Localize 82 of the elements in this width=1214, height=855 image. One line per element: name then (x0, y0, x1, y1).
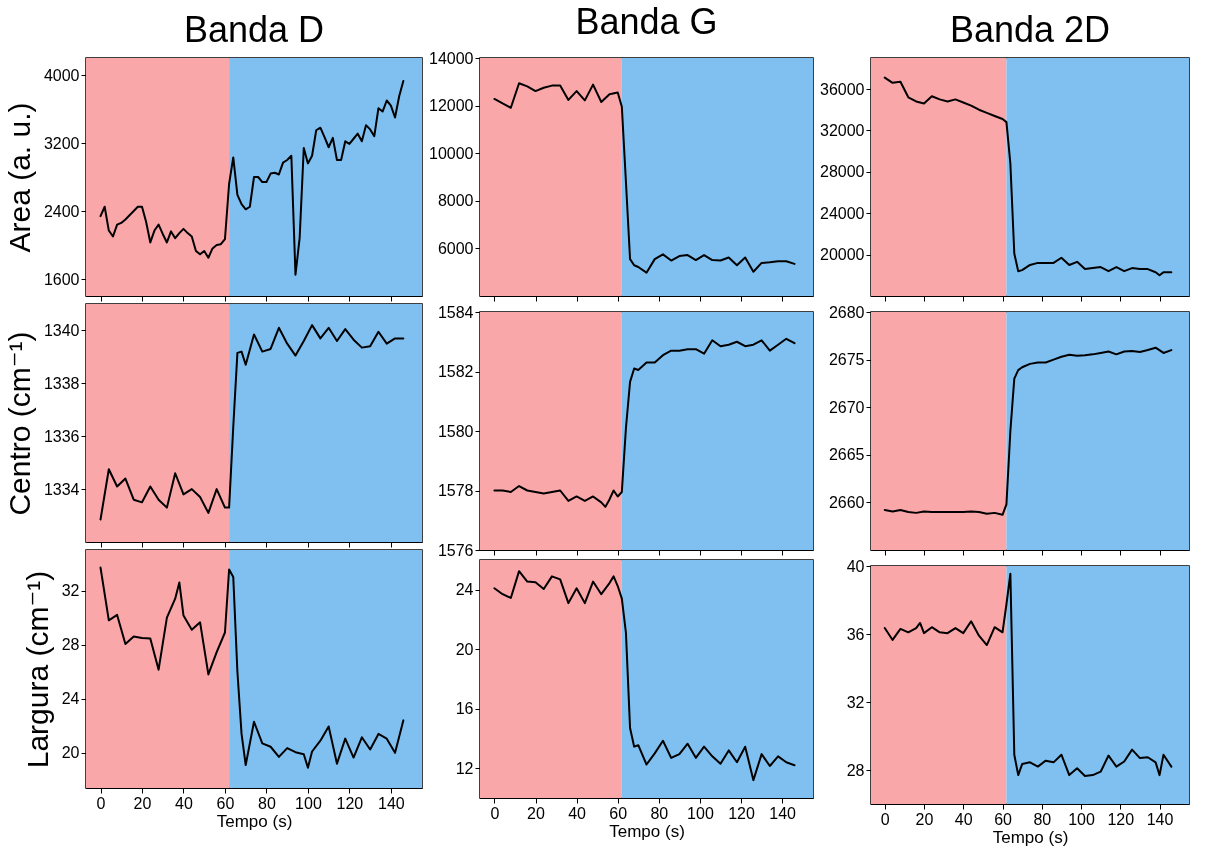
y-tick-label: 1578 (437, 482, 474, 499)
y-tick-label: 40 (846, 557, 865, 575)
y-tick-label: 20000 (820, 246, 865, 264)
x-tick-label: 100 (687, 804, 714, 822)
x-tick-label: 140 (1146, 810, 1174, 828)
x-tick-label: 100 (1068, 810, 1095, 828)
y-axis-title: Largura (cm⁻¹) (20, 570, 54, 769)
line-series (99, 79, 405, 276)
x-tick-label: 100 (295, 794, 322, 812)
y-tick-label: 14000 (429, 49, 474, 67)
y-tick-label: 24000 (820, 204, 865, 222)
chart-title: Banda D (183, 9, 325, 50)
y-tick-label: 2400 (43, 202, 80, 220)
line-series (493, 570, 796, 782)
y-axis-title: Centro (cm⁻¹) (2, 331, 36, 516)
x-tick-label: 40 (954, 810, 973, 828)
line-series (883, 572, 1173, 777)
y-tick-label: 32 (846, 693, 865, 711)
x-tick-label: 60 (216, 794, 235, 812)
y-tick-label: 6000 (437, 239, 474, 257)
x-tick-label: 60 (609, 804, 628, 822)
y-tick-label: 24 (61, 690, 80, 708)
y-tick-label: 10000 (429, 144, 474, 162)
line-series (99, 566, 405, 769)
line-series (493, 82, 796, 274)
x-tick-label: 40 (175, 794, 193, 812)
x-tick-label: 120 (336, 794, 364, 812)
line-series (493, 337, 796, 508)
x-tick-label: 140 (378, 794, 405, 812)
x-tick-label: 120 (1107, 810, 1135, 828)
y-tick-label: 36 (846, 625, 865, 643)
y-tick-label: 1582 (437, 363, 474, 380)
x-axis-title: Tempo (s) (609, 821, 685, 841)
y-tick-label: 2665 (828, 446, 865, 464)
y-tick-label: 1580 (437, 422, 474, 440)
x-tick-label: 20 (527, 804, 545, 822)
y-tick-label: 28 (61, 636, 80, 654)
x-axis-title: Tempo (s) (992, 827, 1069, 847)
y-tick-label: 2660 (828, 493, 865, 511)
y-tick-label: 12000 (429, 97, 474, 115)
y-tick-label: 32000 (820, 121, 865, 139)
y-tick-label: 16 (455, 700, 474, 718)
chart-title: Banda G (575, 1, 718, 42)
y-tick-label: 8000 (437, 192, 474, 210)
x-tick-label: 40 (568, 804, 587, 822)
x-tick-label: 140 (769, 804, 797, 822)
y-tick-label: 28 (846, 761, 865, 779)
y-tick-label: 1584 (437, 303, 474, 321)
y-tick-label: 1576 (437, 541, 474, 559)
x-tick-label: 80 (650, 804, 669, 822)
line-series (99, 324, 405, 521)
x-tick-label: 0 (490, 804, 500, 822)
x-tick-label: 120 (728, 804, 755, 822)
y-tick-label: 32 (61, 582, 80, 600)
x-tick-label: 60 (994, 810, 1013, 828)
x-tick-label: 0 (96, 794, 106, 812)
y-tick-label: 20 (455, 640, 474, 658)
x-tick-label: 20 (915, 810, 934, 828)
y-tick-label: 1334 (43, 480, 80, 498)
y-tick-label: 24 (455, 581, 474, 599)
y-tick-label: 1338 (43, 374, 80, 392)
y-tick-label: 4000 (43, 66, 80, 84)
line-series (883, 76, 1173, 277)
y-tick-label: 2680 (828, 303, 865, 321)
line-series (883, 346, 1173, 516)
x-tick-label: 20 (133, 794, 152, 812)
y-tick-label: 2675 (828, 351, 865, 369)
y-tick-label: 36000 (820, 80, 865, 98)
chart-title: Banda 2D (949, 9, 1111, 50)
y-tick-label: 12 (455, 759, 474, 777)
y-tick-label: 1336 (43, 427, 80, 445)
y-axis-title: Area (a. u.) (2, 102, 36, 253)
x-axis-title: Tempo (s) (216, 811, 293, 831)
y-tick-label: 3200 (43, 134, 80, 152)
y-tick-label: 1340 (43, 321, 80, 339)
y-tick-label: 20 (61, 744, 80, 762)
x-tick-label: 80 (258, 794, 276, 812)
y-tick-label: 1600 (43, 270, 80, 288)
x-tick-label: 0 (880, 810, 890, 828)
y-tick-label: 2670 (828, 398, 865, 416)
y-tick-label: 28000 (820, 163, 865, 181)
x-tick-label: 80 (1033, 810, 1052, 828)
